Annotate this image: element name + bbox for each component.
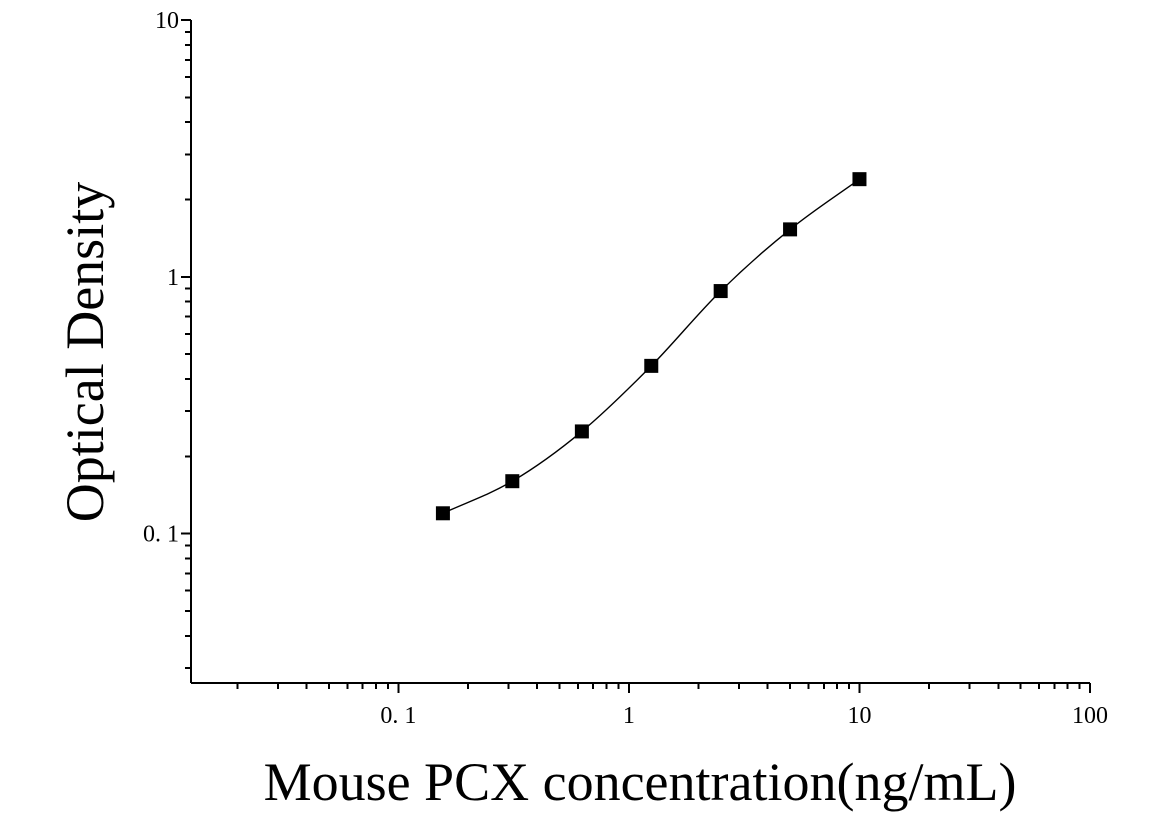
- x-axis-title: Mouse PCX concentration(ng/mL): [264, 752, 1017, 812]
- data-point-marker: [505, 474, 520, 489]
- data-point-marker: [713, 284, 728, 299]
- y-tick-label: 10: [155, 8, 179, 34]
- y-tick-label: 1: [167, 265, 179, 291]
- y-tick-label: 0. 1: [143, 522, 179, 548]
- data-point-marker: [783, 222, 798, 237]
- y-axis-title: Optical Density: [55, 182, 115, 522]
- data-point-marker: [852, 172, 867, 187]
- x-tick-label: 0. 1: [380, 703, 416, 729]
- plot-area: [435, 172, 867, 521]
- data-point-marker: [435, 506, 450, 521]
- data-point-marker: [644, 358, 659, 373]
- data-point-marker: [574, 424, 589, 439]
- x-tick-label: 100: [1072, 703, 1108, 729]
- axes: 0. 1 1 10 100 0. 1 1 10: [143, 8, 1108, 729]
- x-tick-label: 10: [847, 703, 871, 729]
- x-tick-label: 1: [623, 703, 635, 729]
